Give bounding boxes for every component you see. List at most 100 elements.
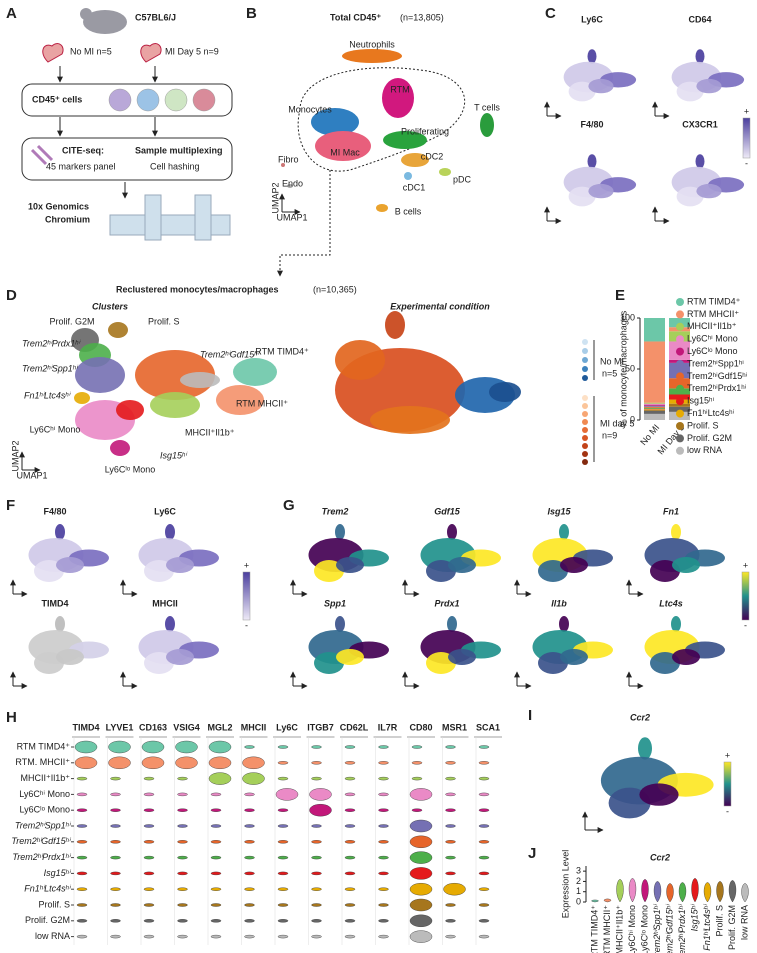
axis-title: UMAP2 bbox=[270, 182, 280, 213]
violin bbox=[210, 903, 222, 907]
legend-label: Isg15ʰⁱ bbox=[687, 396, 714, 406]
y-tick-label: 0 bbox=[630, 414, 635, 424]
legend-swatch bbox=[676, 422, 684, 430]
umap-cells bbox=[165, 616, 175, 632]
cell bbox=[192, 88, 216, 112]
violin bbox=[445, 840, 456, 844]
umap-cells bbox=[695, 49, 705, 64]
condition-cells bbox=[489, 382, 521, 402]
violin bbox=[143, 776, 155, 781]
legend-swatch bbox=[676, 347, 684, 356]
umap-cells bbox=[695, 154, 705, 169]
bar-segment bbox=[644, 409, 665, 410]
cluster-label: Trem2ʰⁱSpp1ʰⁱ bbox=[15, 820, 72, 830]
umap-cells bbox=[588, 183, 614, 199]
legend-dot bbox=[582, 419, 588, 425]
violin bbox=[108, 740, 131, 754]
cluster-label: Proliferating bbox=[401, 126, 449, 136]
x-tick-label: low RNA bbox=[739, 905, 749, 940]
cluster-label: B cells bbox=[395, 206, 422, 216]
violin bbox=[311, 871, 322, 876]
marker-label: Ly6C bbox=[276, 722, 298, 732]
x-tick-label: Ly6Cˡᵒ Mono bbox=[639, 905, 649, 953]
violin bbox=[591, 899, 599, 903]
legend-label: Fn1ʰⁱLtc4sʰⁱ bbox=[687, 408, 735, 418]
violin bbox=[110, 903, 121, 907]
marker-label: CD62L bbox=[340, 722, 369, 732]
violin bbox=[277, 887, 289, 891]
cluster-label: Ly6Cˡᵒ Mono bbox=[105, 464, 156, 474]
violin bbox=[741, 883, 749, 903]
violin bbox=[445, 776, 456, 781]
violin bbox=[409, 835, 433, 848]
y-axis-title: Expression Level bbox=[560, 850, 570, 919]
gene-label: Trem2 bbox=[322, 506, 349, 516]
marker-label: VSIG4 bbox=[173, 722, 200, 732]
umap-cells bbox=[560, 649, 588, 665]
umap-cells bbox=[166, 557, 194, 573]
cluster-label: RTM TIMD4⁺ bbox=[17, 741, 71, 751]
violin bbox=[378, 808, 389, 812]
violin bbox=[311, 887, 322, 891]
cluster-cells bbox=[376, 204, 388, 212]
violin bbox=[641, 879, 649, 903]
umap-cells bbox=[559, 524, 569, 540]
violin bbox=[141, 756, 165, 769]
umap-cells bbox=[165, 524, 175, 540]
violin bbox=[277, 934, 289, 939]
cluster-label: RTM TIMD4⁺ bbox=[255, 346, 309, 356]
violin bbox=[311, 934, 322, 939]
axis-title: UMAP2 bbox=[10, 440, 20, 471]
umap-cells bbox=[447, 524, 457, 540]
violin bbox=[277, 903, 289, 907]
cluster-cells bbox=[311, 108, 359, 136]
violin bbox=[728, 880, 737, 903]
label: Sample multiplexing bbox=[135, 145, 223, 155]
y-tick-label: 3 bbox=[576, 866, 581, 876]
label: Reclustered monocytes/macrophages bbox=[116, 284, 279, 294]
violin bbox=[277, 761, 289, 765]
violin bbox=[344, 840, 356, 844]
violin bbox=[110, 934, 121, 939]
violin bbox=[378, 840, 389, 844]
violin bbox=[311, 776, 322, 781]
label: Clusters bbox=[92, 301, 128, 311]
cluster-label: RTM MHCII⁺ bbox=[236, 398, 288, 408]
cluster-cells bbox=[342, 49, 402, 63]
umap-cells bbox=[559, 616, 569, 632]
legend-swatch bbox=[676, 372, 684, 381]
violin bbox=[478, 840, 490, 844]
violin bbox=[277, 855, 289, 860]
bar-segment bbox=[644, 403, 665, 405]
violin bbox=[76, 792, 88, 797]
cluster-cells bbox=[281, 163, 285, 167]
legend-label: low RNA bbox=[687, 445, 722, 455]
violin bbox=[445, 808, 456, 812]
marker-label: F4/80 bbox=[580, 119, 603, 129]
marker-label: TIMD4 bbox=[73, 722, 100, 732]
legend-swatch bbox=[676, 360, 684, 368]
umap-cells bbox=[588, 78, 614, 94]
bar-segment bbox=[644, 410, 665, 414]
cluster-label: Neutrophils bbox=[349, 39, 395, 49]
violin bbox=[409, 898, 433, 912]
violin bbox=[409, 867, 433, 880]
violin bbox=[76, 824, 88, 828]
marker-label: CD64 bbox=[688, 14, 711, 24]
cluster-cells bbox=[110, 440, 130, 456]
violin bbox=[244, 919, 255, 923]
cluster-label: Isg15ʰⁱ bbox=[44, 868, 72, 878]
label: Experimental condition bbox=[390, 301, 490, 311]
x-tick-label: No MI bbox=[638, 422, 661, 447]
violin bbox=[277, 840, 289, 844]
heart bbox=[42, 43, 64, 63]
violin bbox=[409, 883, 433, 896]
bar-segment bbox=[644, 318, 665, 342]
cluster-cells bbox=[180, 372, 220, 388]
gene-label: Fn1 bbox=[663, 506, 679, 516]
cluster-label: cDC1 bbox=[403, 182, 426, 192]
violin bbox=[244, 887, 255, 891]
y-tick-label: 0 bbox=[576, 896, 581, 906]
y-tick-label: 100 bbox=[620, 312, 635, 322]
